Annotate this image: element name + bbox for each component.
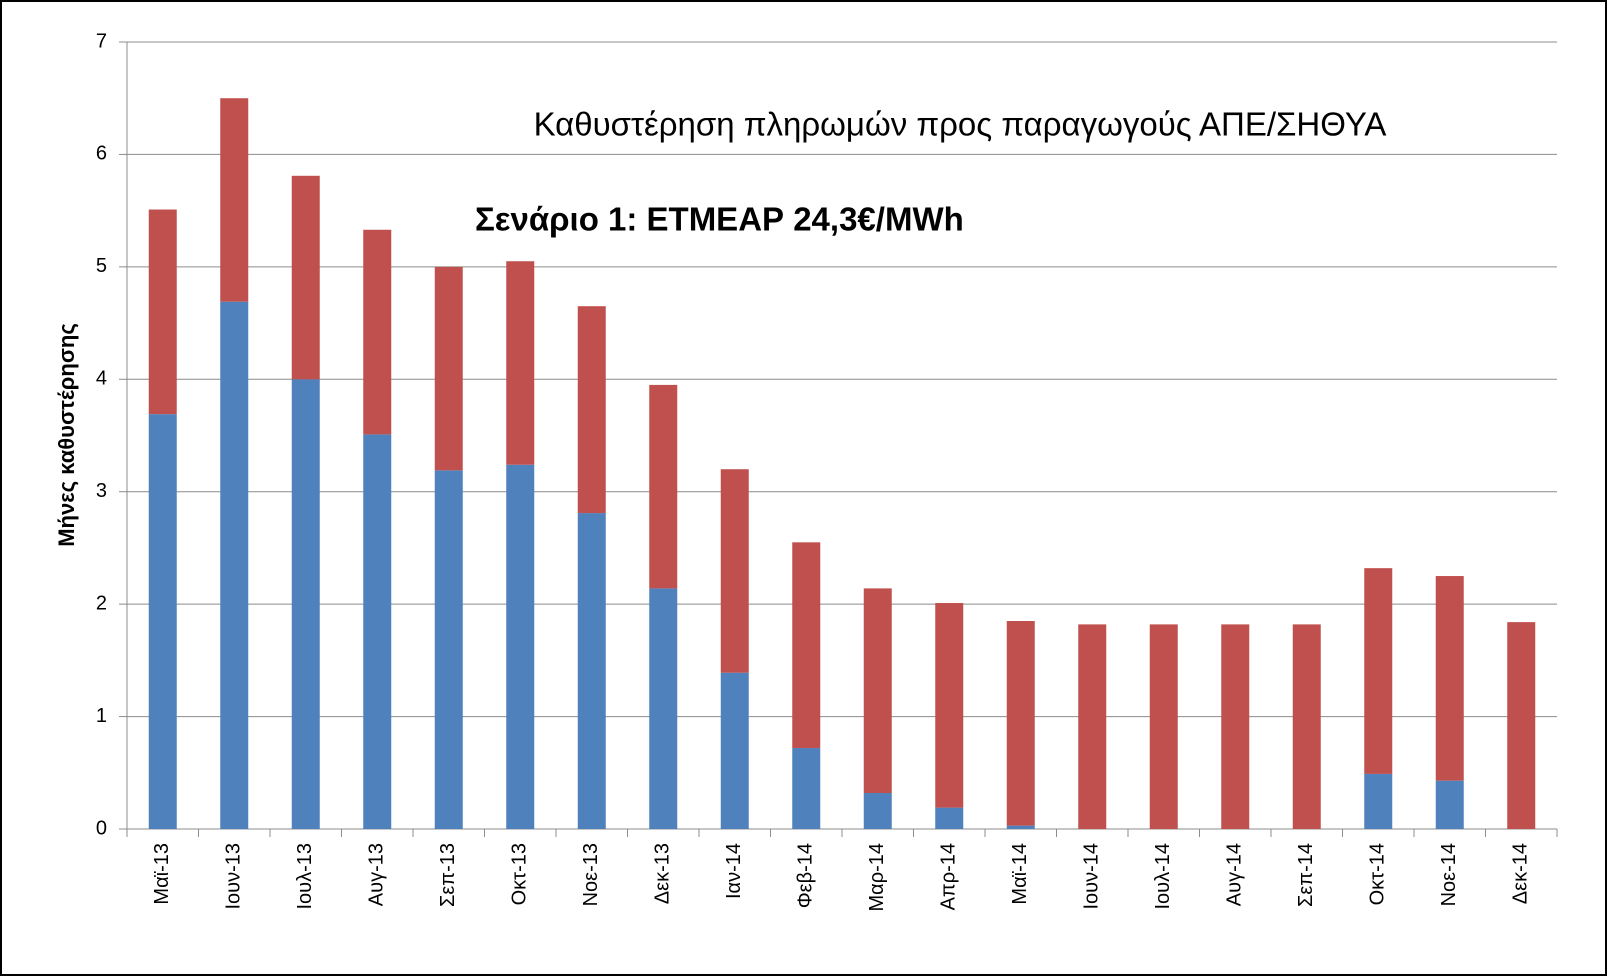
bar-segment xyxy=(363,229,392,435)
bar-segment xyxy=(1149,624,1178,829)
x-tick-label: Φεβ-14 xyxy=(795,843,817,908)
x-tick-label: Δεκ-13 xyxy=(652,843,674,904)
x-tick-label: Σεπ-14 xyxy=(1295,843,1317,907)
y-tick-label: 3 xyxy=(96,480,107,502)
bar-segment xyxy=(649,588,678,829)
bar-segment xyxy=(863,588,892,794)
x-tick-label: Νοε-13 xyxy=(580,843,602,906)
y-tick-label: 5 xyxy=(96,255,107,277)
x-tick-label: Μαϊ-14 xyxy=(1009,843,1031,905)
bar-segment xyxy=(291,175,320,380)
x-tick-label: Ιαν-14 xyxy=(723,843,745,899)
bar-segment xyxy=(1507,622,1536,829)
bar-segment xyxy=(1006,621,1035,826)
bar-segment xyxy=(649,384,678,589)
bar-segment xyxy=(363,434,392,829)
bar-segment xyxy=(1078,624,1107,829)
bar-segment xyxy=(506,261,535,465)
bar-segment xyxy=(577,513,606,829)
bar-segment xyxy=(720,672,749,829)
bar-segment xyxy=(220,98,249,302)
bar-segment xyxy=(1364,568,1393,774)
bar-segment xyxy=(1435,576,1464,781)
x-tick-label: Μαϊ-13 xyxy=(151,843,173,905)
bar-segment xyxy=(1292,624,1321,829)
bar-segment xyxy=(148,414,177,829)
bar-segment xyxy=(935,603,964,808)
y-tick-label: 0 xyxy=(96,817,107,839)
bar-segment xyxy=(291,379,320,829)
x-tick-label: Ιουν-14 xyxy=(1081,843,1103,910)
y-tick-label: 1 xyxy=(96,705,107,727)
x-tick-label: Απρ-14 xyxy=(938,843,960,910)
bar-segment xyxy=(506,464,535,829)
x-tick-label: Ιουλ-13 xyxy=(294,843,316,910)
y-tick-label: 7 xyxy=(96,30,107,52)
bar-segment xyxy=(792,542,821,749)
x-tick-label: Οκτ-14 xyxy=(1367,843,1389,905)
chart-subtitle: Σενάριο 1: ΕΤΜΕΑΡ 24,3€/MWh xyxy=(475,201,964,238)
bar-segment xyxy=(935,807,964,829)
x-tick-label: Αυγ-14 xyxy=(1224,843,1246,906)
bar-segment xyxy=(720,469,749,673)
chart-title: Καθυστέρηση πληρωμών προς παραγωγούς ΑΠΕ… xyxy=(534,106,1387,143)
y-tick-label: 6 xyxy=(96,143,107,165)
bar-segment xyxy=(1006,825,1035,829)
bar-segment xyxy=(220,301,249,830)
x-tick-label: Σεπ-13 xyxy=(437,843,459,907)
bar-segment xyxy=(792,748,821,829)
x-tick-label: Ιουν-13 xyxy=(223,843,245,910)
y-axis-label: Μήνες καθυστέρησης xyxy=(54,323,79,547)
y-tick-label: 4 xyxy=(96,368,107,390)
y-tick-label: 2 xyxy=(96,592,107,614)
bar-segment xyxy=(1221,624,1250,829)
bar-segment xyxy=(1364,773,1393,829)
x-tick-label: Μαρ-14 xyxy=(866,843,888,912)
x-tick-label: Δεκ-14 xyxy=(1510,843,1532,904)
bar-segment xyxy=(1435,780,1464,829)
x-tick-label: Ιουλ-14 xyxy=(1152,843,1174,910)
x-tick-label: Αυγ-13 xyxy=(366,843,388,906)
x-tick-label: Οκτ-13 xyxy=(509,843,531,905)
bar-segment xyxy=(434,470,463,829)
bar-segment xyxy=(434,266,463,471)
x-tick-label: Νοε-14 xyxy=(1438,843,1460,906)
bar-segment xyxy=(863,793,892,829)
bar-segment xyxy=(148,209,177,415)
bar-segment xyxy=(577,306,606,514)
